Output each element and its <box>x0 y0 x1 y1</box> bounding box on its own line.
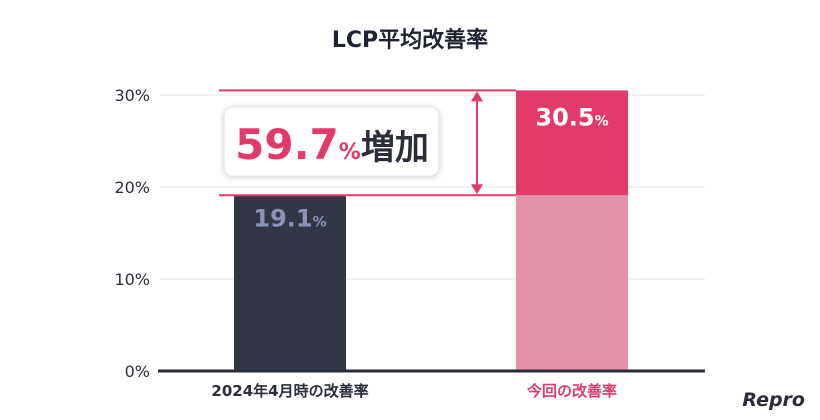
chart-title: LCP平均改善率 <box>332 27 488 53</box>
y-tick-label: 10% <box>114 270 150 289</box>
callout-box <box>223 106 440 177</box>
x-category-label: 今回の改善率 <box>526 382 617 400</box>
x-category-label: 2024年4月時の改善率 <box>211 382 368 400</box>
y-tick-label: 30% <box>114 86 150 105</box>
y-axis: 0% 10% 20% 30% <box>114 86 150 381</box>
y-tick-label: 0% <box>125 362 150 381</box>
bar-current-base <box>516 195 628 371</box>
bar-current-increase <box>516 90 628 196</box>
arrow-head-down <box>471 184 483 195</box>
bar-label-current: 30.5% <box>535 103 608 131</box>
callout-text: 59.7%増加 <box>235 120 429 169</box>
bar-previous <box>234 195 346 371</box>
repro-logo: Repro <box>742 389 805 411</box>
increase-callout: 59.7%増加 <box>223 106 440 177</box>
arrow-head-up <box>471 91 483 102</box>
y-tick-label: 20% <box>114 178 150 197</box>
bar-label-previous: 19.1% <box>253 204 326 232</box>
